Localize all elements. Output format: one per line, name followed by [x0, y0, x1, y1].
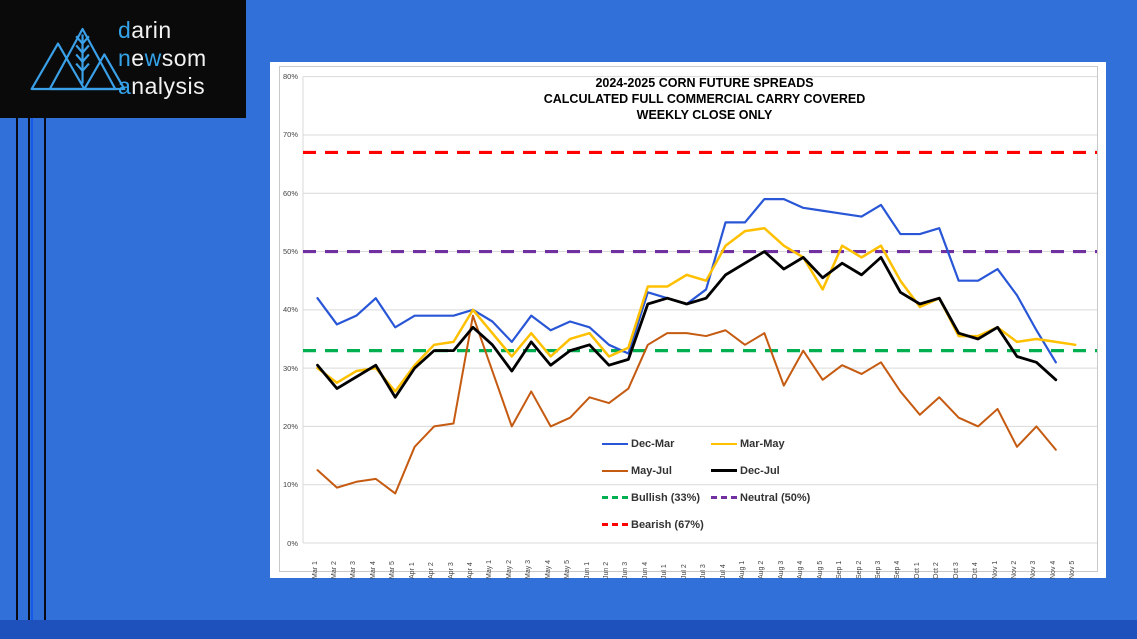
plot-area — [302, 76, 1097, 544]
logo-wordmark: darin newsom analysis — [118, 16, 207, 100]
logo-line-darin: darin — [118, 17, 172, 43]
x-tick-jun-4: Jun 4 — [641, 561, 649, 579]
x-tick-sep-2: Sep 2 — [855, 560, 863, 579]
series-line-dec-jul — [316, 250, 1058, 399]
x-tick-nov-1: Nov 1 — [991, 560, 999, 579]
left-stripe-dark-2 — [28, 0, 30, 639]
legend-label: May-Jul — [631, 464, 672, 477]
x-tick-may-1: May 1 — [486, 559, 494, 579]
mountains-wheat-icon — [30, 27, 126, 91]
x-tick-aug-5: Aug 5 — [816, 560, 824, 579]
chart-title-line-2: CALCULATED FULL COMMERCIAL CARRY COVERED — [543, 92, 866, 106]
x-tick-aug-1: Aug 1 — [738, 560, 746, 579]
legend-column-2: Mar-May Dec-Jul Neutral (50%) — [711, 430, 810, 511]
x-tick-jul-1: Jul 1 — [661, 564, 669, 579]
y-tick-30: 30% — [282, 363, 298, 373]
dna-logo: darin newsom analysis — [0, 0, 246, 118]
x-tick-jul-2: Jul 2 — [680, 564, 688, 579]
x-tick-jun-1: Jun 1 — [583, 561, 591, 579]
y-tick-40: 40% — [282, 305, 298, 315]
x-tick-may-5: May 5 — [564, 559, 572, 579]
legend-column-1: Dec-Mar May-Jul Bullish (33%) Bearish (67%) — [602, 430, 704, 538]
x-tick-sep-1: Sep 1 — [836, 560, 844, 579]
x-tick-apr-4: Apr 4 — [466, 562, 474, 579]
legend-line-sample — [711, 442, 737, 445]
series-line-dec-mar — [316, 197, 1057, 364]
legend-item-neutral-50-: Neutral (50%) — [711, 484, 810, 511]
x-tick-oct-3: Oct 3 — [952, 562, 960, 579]
legend-label: Dec-Jul — [740, 464, 780, 477]
left-stripe-dark-1 — [15, 0, 18, 639]
x-tick-oct-4: Oct 4 — [972, 562, 980, 579]
x-tick-may-4: May 4 — [544, 559, 552, 579]
x-tick-jun-2: Jun 2 — [602, 561, 610, 579]
legend-line-sample — [711, 469, 737, 472]
left-stripe-bright — [30, 0, 33, 639]
legend-item-bearish-67-: Bearish (67%) — [602, 511, 704, 538]
x-tick-may-2: May 2 — [505, 559, 513, 579]
legend-label: Neutral (50%) — [740, 491, 811, 504]
x-tick-oct-1: Oct 1 — [913, 562, 921, 579]
y-tick-50: 50% — [282, 247, 298, 257]
x-tick-nov-5: Nov 5 — [1069, 560, 1077, 579]
x-tick-jun-3: Jun 3 — [622, 561, 630, 579]
x-tick-nov-2: Nov 2 — [1010, 560, 1018, 579]
x-tick-sep-3: Sep 3 — [874, 560, 882, 579]
legend-line-sample — [602, 442, 628, 445]
legend-line-sample — [602, 469, 628, 472]
legend-label: Mar-May — [740, 437, 785, 450]
x-tick-mar-4: Mar 4 — [369, 561, 377, 579]
x-tick-nov-4: Nov 4 — [1049, 560, 1057, 579]
x-tick-apr-3: Apr 3 — [447, 562, 455, 579]
legend-line-sample — [602, 523, 628, 526]
y-tick-80: 80% — [282, 72, 298, 82]
x-tick-nov-3: Nov 3 — [1030, 560, 1038, 579]
x-tick-sep-4: Sep 4 — [894, 560, 902, 579]
legend-label: Bullish (33%) — [631, 491, 701, 504]
series-line-may-jul — [316, 314, 1057, 495]
x-tick-may-3: May 3 — [525, 559, 533, 579]
y-tick-60: 60% — [282, 188, 298, 198]
legend-item-dec-mar: Dec-Mar — [602, 430, 704, 457]
x-tick-oct-2: Oct 2 — [933, 562, 941, 579]
left-stripe-dark-3 — [43, 0, 46, 639]
legend-item-dec-jul: Dec-Jul — [711, 457, 810, 484]
bottom-accent-bar — [0, 620, 1137, 639]
chart-title-line-3: WEEKLY CLOSE ONLY — [636, 108, 773, 122]
x-tick-jul-3: Jul 3 — [700, 564, 708, 579]
legend-label: Dec-Mar — [631, 437, 675, 450]
legend-item-bullish-33-: Bullish (33%) — [602, 484, 704, 511]
x-tick-mar-5: Mar 5 — [389, 561, 397, 579]
logo-line-analysis: analysis — [118, 73, 206, 99]
y-tick-0: 0% — [287, 538, 298, 548]
legend-line-sample — [602, 496, 628, 499]
x-tick-mar-2: Mar 2 — [330, 561, 338, 579]
x-tick-aug-3: Aug 3 — [777, 560, 785, 579]
legend-item-may-jul: May-Jul — [602, 457, 704, 484]
x-tick-jul-4: Jul 4 — [719, 564, 727, 579]
x-tick-mar-3: Mar 3 — [350, 561, 358, 579]
x-tick-apr-1: Apr 1 — [408, 562, 416, 579]
x-tick-aug-2: Aug 2 — [758, 560, 766, 579]
x-tick-apr-2: Apr 2 — [428, 562, 436, 579]
chart-panel: 2024-2025 CORN FUTURE SPREADS CALCULATED… — [270, 62, 1106, 579]
x-tick-mar-1: Mar 1 — [311, 561, 319, 579]
chart-frame: 2024-2025 CORN FUTURE SPREADS CALCULATED… — [279, 66, 1098, 579]
chart-title: 2024-2025 CORN FUTURE SPREADS CALCULATED… — [312, 75, 1097, 123]
y-tick-20: 20% — [282, 421, 298, 431]
legend-item-mar-may: Mar-May — [711, 430, 810, 457]
y-tick-70: 70% — [282, 130, 298, 140]
logo-line-newsom: newsom — [118, 45, 207, 71]
chart-title-line-1: 2024-2025 CORN FUTURE SPREADS — [595, 76, 814, 90]
y-tick-10: 10% — [282, 480, 298, 490]
x-tick-aug-4: Aug 4 — [797, 560, 805, 579]
legend-line-sample — [711, 496, 737, 499]
legend-label: Bearish (67%) — [631, 518, 704, 531]
